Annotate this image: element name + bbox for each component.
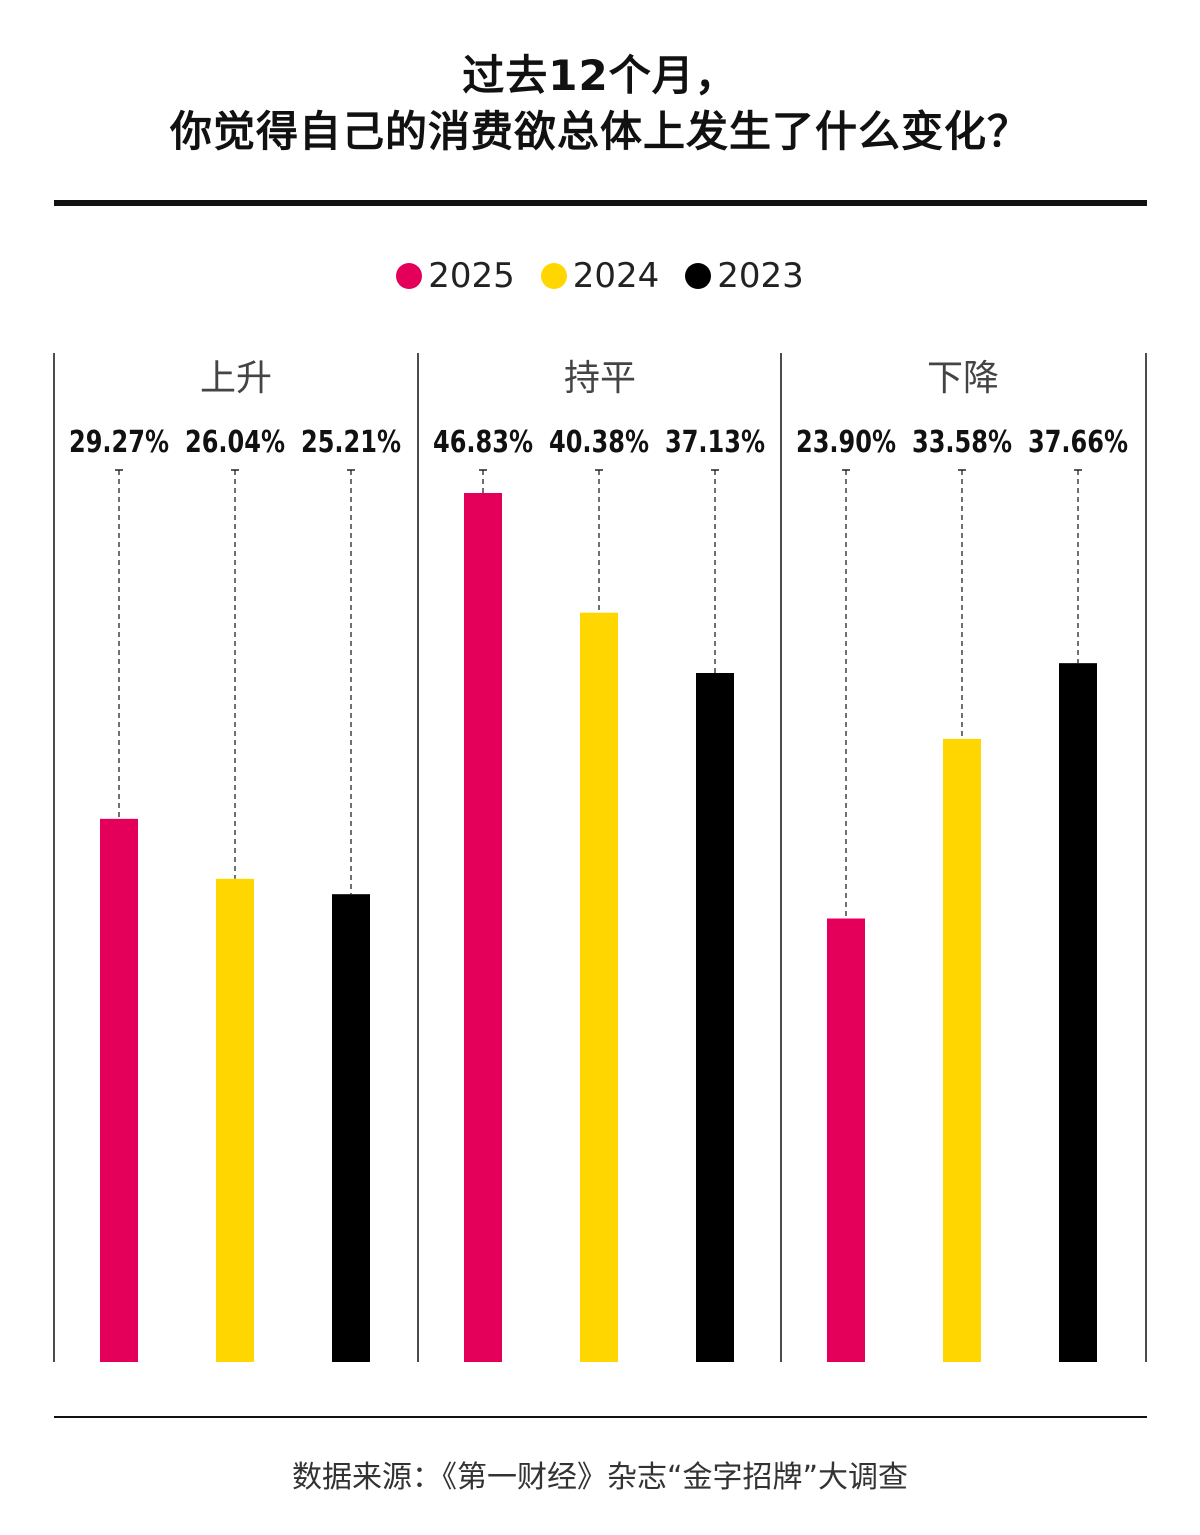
title-divider — [54, 200, 1147, 206]
value-label-2023-0: 25.21% — [301, 425, 401, 460]
bar-2023-2 — [1059, 663, 1097, 1362]
title-line-1: 过去12个月， — [462, 51, 738, 100]
bar-2023-0 — [332, 894, 370, 1362]
bar-2024-2 — [943, 738, 981, 1362]
title-line-2: 你觉得自己的消费欲总体上发生了什么变化？ — [169, 107, 1030, 156]
bar-2024-0 — [216, 878, 254, 1362]
bar-2025-1 — [464, 493, 502, 1362]
value-label-2024-0: 26.04% — [185, 425, 285, 460]
legend: 2025 2024 2023 — [0, 256, 1200, 296]
value-label-2023-2: 37.66% — [1028, 425, 1128, 460]
legend-dot-2025 — [396, 263, 423, 289]
category-label-0: 上升 — [200, 358, 272, 399]
legend-dot-2023 — [685, 263, 712, 289]
category-label-1: 持平 — [564, 358, 636, 399]
bar-2025-2 — [827, 918, 865, 1362]
value-label-2023-1: 37.13% — [665, 425, 765, 460]
value-label-2025-0: 29.27% — [69, 425, 169, 460]
value-label-2024-2: 33.58% — [912, 425, 1012, 460]
bar-2025-0 — [100, 818, 138, 1362]
value-label-2025-2: 23.90% — [796, 425, 896, 460]
legend-label-2025: 2025 — [428, 256, 515, 296]
value-label-2024-1: 40.38% — [549, 425, 649, 460]
legend-label-2023: 2023 — [717, 256, 804, 296]
legend-item-2025: 2025 — [396, 256, 515, 296]
bar-2024-1 — [580, 612, 618, 1362]
data-source: 数据来源：《第一财经》杂志“金字招牌”大调查 — [291, 1460, 909, 1495]
legend-item-2023: 2023 — [685, 256, 804, 296]
bar-2023-1 — [696, 672, 734, 1362]
chart-title: 过去12个月， 你觉得自己的消费欲总体上发生了什么变化？ — [0, 48, 1200, 160]
footer-divider — [54, 1416, 1147, 1418]
category-label-2: 下降 — [927, 358, 999, 399]
legend-label-2024: 2024 — [572, 256, 660, 296]
value-label-2025-1: 46.83% — [433, 425, 533, 460]
legend-dot-2024 — [540, 263, 567, 289]
legend-item-2024: 2024 — [540, 256, 660, 296]
